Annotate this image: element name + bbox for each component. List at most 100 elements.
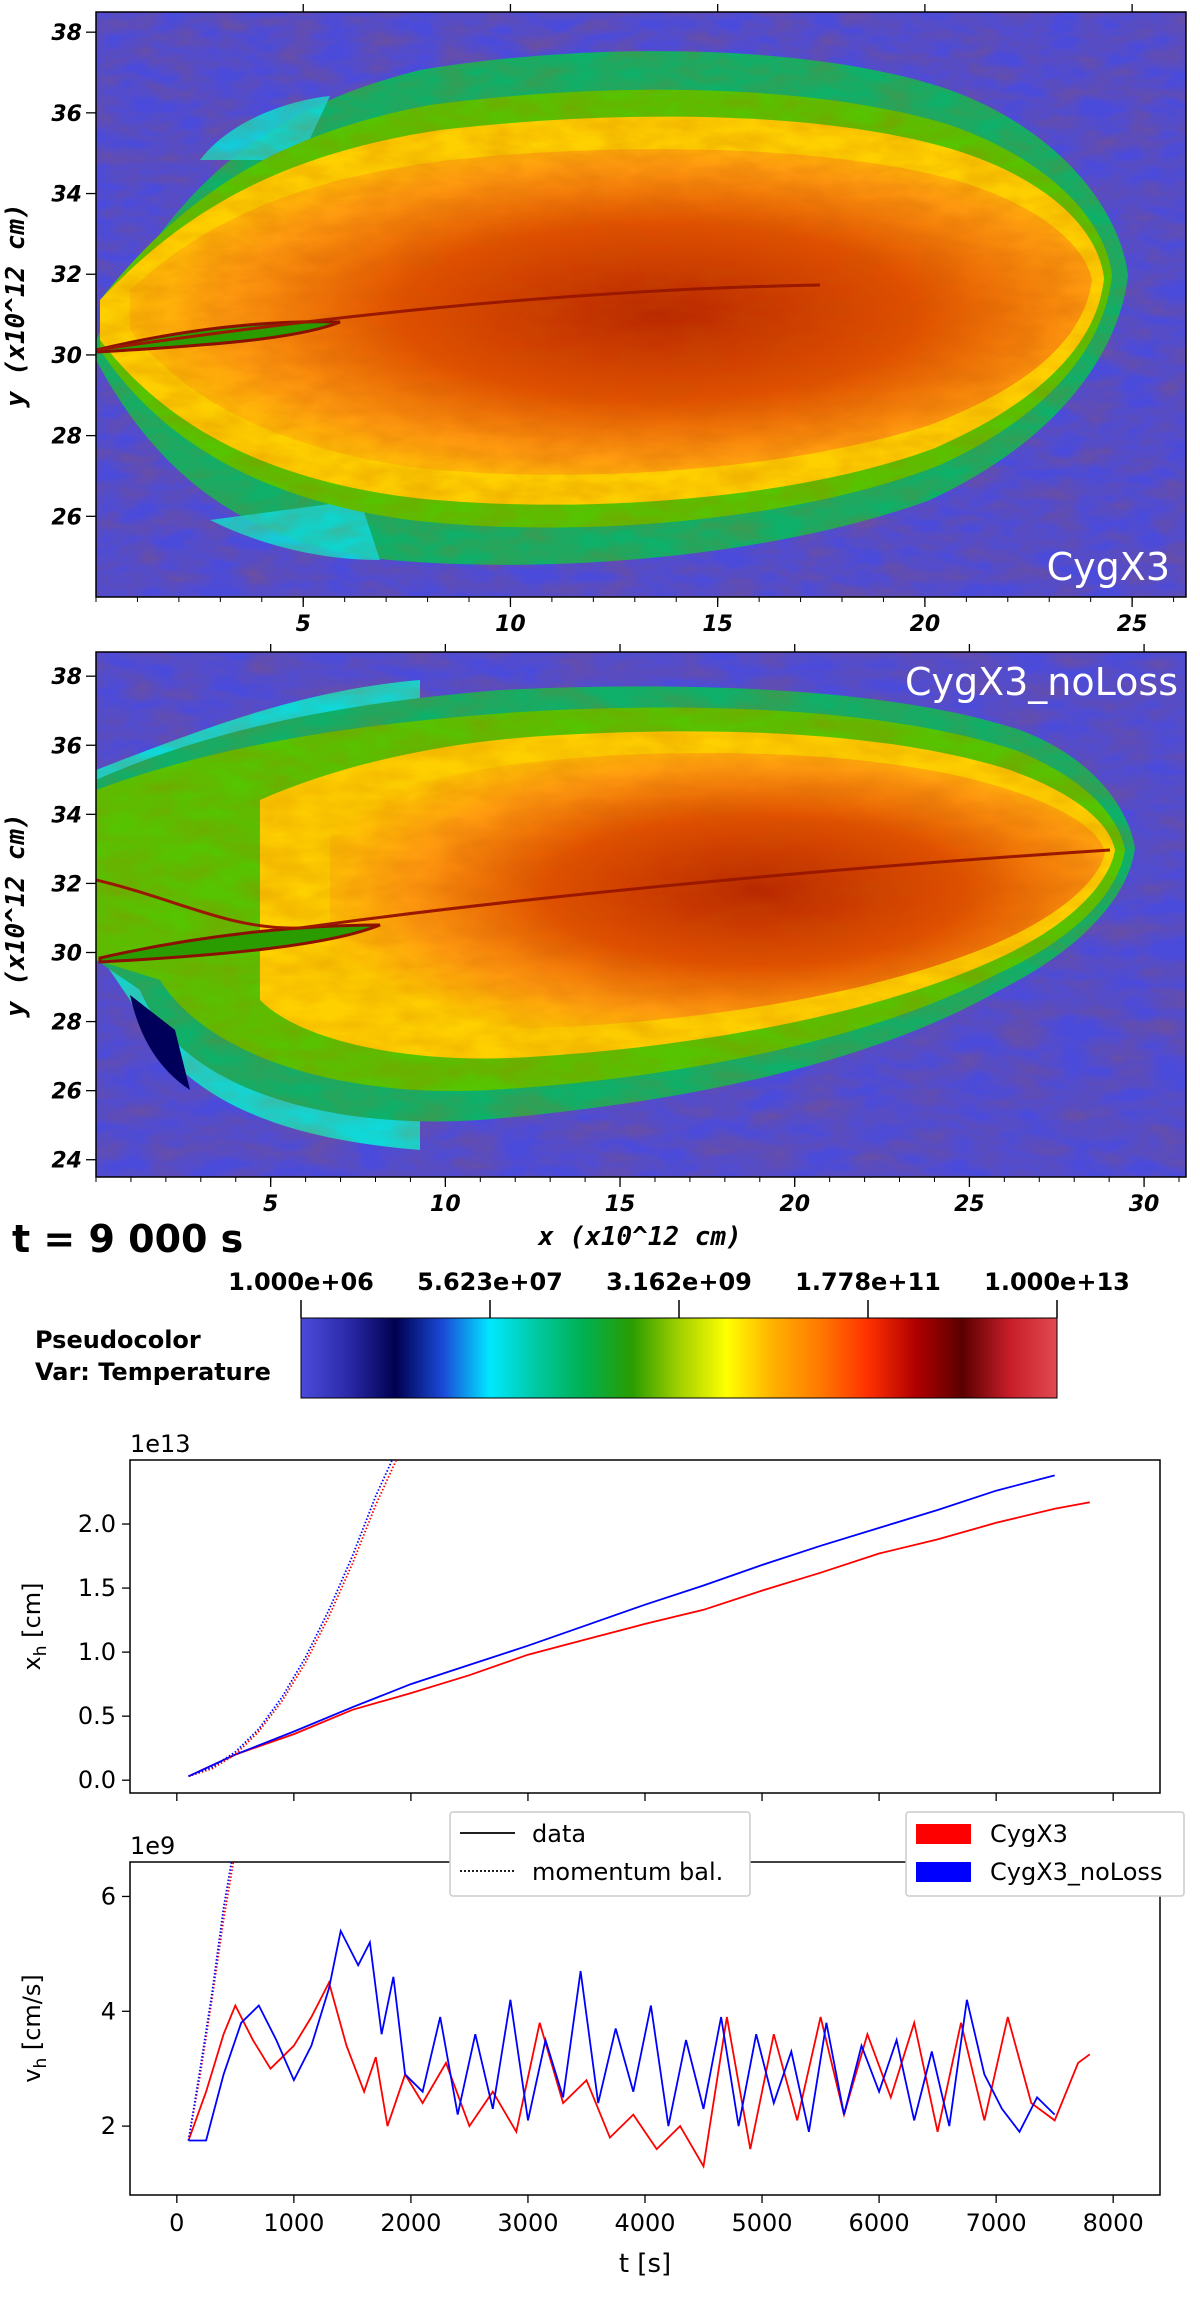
legend-noloss-label: CygX3_noLoss — [990, 1858, 1162, 1886]
y-tick-label: 6 — [101, 1882, 116, 1910]
cygx3-data-line — [187, 1980, 1091, 2169]
y-tick-label: 34 — [51, 803, 82, 828]
x-tick-label: 5 — [263, 1192, 278, 1217]
xh-chart: 1e13 0.0 0.5 1.0 1.5 2.0 xh [cm] — [18, 1430, 1161, 1801]
y-tick-label: 2.0 — [78, 1510, 116, 1538]
panel-2-label: CygX3_noLoss — [905, 660, 1178, 704]
colorbar-tick-label: 1.000e+06 — [228, 1268, 374, 1296]
y-tick-label: 28 — [51, 425, 82, 450]
y-tick-label: 38 — [51, 665, 82, 690]
colorbar-tick-label: 1.778e+11 — [795, 1268, 941, 1296]
x-tick-label: 2000 — [380, 2209, 441, 2237]
panel-1-label: CygX3 — [1047, 545, 1170, 589]
legend-styles: data momentum bal. — [449, 1811, 751, 1897]
x-tick-label: 4000 — [614, 2209, 675, 2237]
y-tick-label: 34 — [51, 183, 82, 208]
panel-1-frame — [95, 11, 1187, 598]
panel-cygx3: CygX3 y (x10^12 cm) 26 28 30 32 34 36 38 5 10 15… — [1, 4, 1187, 637]
colorbar: Pseudocolor Var: Temperature 1.000e+06 5.… — [35, 1268, 1130, 1399]
cygx3-noloss-data-line — [188, 1928, 1056, 2142]
y-tick-label: 26 — [51, 1080, 82, 1105]
x-tick-label: 20 — [910, 612, 941, 637]
panel-1-turbulence — [96, 12, 1186, 597]
time-label: t = 9 000 s — [12, 1217, 243, 1261]
y-tick-label: 0.0 — [78, 1766, 116, 1794]
colorbar-tick-label: 1.000e+13 — [984, 1268, 1130, 1296]
xh-chart-marks — [188, 1460, 1090, 1778]
vh-chart: 1e9 0 1000 2000 3000 4000 5000 6000 7000 8000 2 4 6… — [18, 1811, 1185, 2279]
y-tick-label: 1.5 — [78, 1574, 116, 1602]
y-tick-label: 30 — [51, 344, 82, 369]
x-tick-label: 7000 — [966, 2209, 1027, 2237]
panel-2-turbulence — [96, 652, 1186, 1177]
panel-1-ylabel: y (x10^12 cm) — [1, 203, 31, 409]
xh-chart-frame — [129, 1459, 1161, 1794]
x-tick-label: 10 — [495, 612, 526, 637]
legend-momentum-label: momentum bal. — [532, 1858, 723, 1886]
y-tick-label: 36 — [51, 102, 82, 127]
y-tick-label: 1.0 — [78, 1638, 116, 1666]
y-tick-label: 0.5 — [78, 1702, 116, 1730]
legend-noloss-swatch — [916, 1862, 971, 1882]
y-axis-label: vh [cm/s] — [18, 1974, 51, 2083]
panel-1-jet — [96, 320, 341, 354]
y-tick-label: 24 — [51, 1149, 82, 1174]
vh-xlabel: t [s] — [619, 2249, 671, 2279]
panel-2-jet-line — [96, 848, 1111, 930]
xh-offset-text: 1e13 — [130, 1430, 191, 1458]
x-tick-label: 3000 — [497, 2209, 558, 2237]
legend-cygx3-swatch — [916, 1824, 971, 1844]
y-tick-label: 36 — [51, 734, 82, 759]
colorbar-ticks: 1.000e+06 5.623e+07 3.162e+09 1.778e+11 1.00… — [228, 1268, 1130, 1318]
x-tick-label: 8000 — [1083, 2209, 1144, 2237]
colorbar-tick-label: 5.623e+07 — [417, 1268, 563, 1296]
legend-runs: CygX3 CygX3_noLoss — [905, 1811, 1185, 1897]
cygx3-noloss-momentum-bal--line — [188, 1460, 394, 1778]
colorbar-tick-label: 3.162e+09 — [606, 1268, 752, 1296]
panel-2-frame — [95, 651, 1187, 1178]
xh-chart-axes: 0.0 0.5 1.0 1.5 2.0 xh [cm] — [18, 1510, 1114, 1801]
y-tick-label: 38 — [51, 21, 82, 46]
panel-1-xticks: 5 10 15 20 25 — [95, 4, 1175, 637]
panel-cygx3-noloss: CygX3_noLoss y (x10^12 cm) x (x10^12 cm)… — [1, 644, 1187, 1252]
cygx3-data-line — [188, 1501, 1090, 1778]
y-tick-label: 2 — [101, 2112, 116, 2140]
panel-2-yticks: 24 26 28 30 32 34 36 38 — [51, 665, 96, 1174]
x-tick-label: 10 — [430, 1192, 461, 1217]
panel-2-jet — [98, 923, 381, 964]
panel-2-xticks: 5 10 15 20 25 30 — [95, 644, 1180, 1217]
colorbar-gradient — [301, 1318, 1057, 1398]
y-tick-label: 28 — [51, 1011, 82, 1036]
cygx3-noloss-data-line — [188, 1474, 1055, 1778]
cygx3-momentum-bal--line — [188, 1460, 398, 1778]
x-tick-label: 0 — [169, 2209, 184, 2237]
y-tick-label: 26 — [51, 505, 82, 530]
x-tick-label: 30 — [1129, 1192, 1160, 1217]
cygx3-noloss-momentum-bal--line — [187, 1862, 233, 2141]
vh-chart-axes: 0 1000 2000 3000 4000 5000 6000 7000 8000 2 4 6 vh [… — [18, 1882, 1144, 2237]
x-tick-label: 15 — [605, 1192, 636, 1217]
panel-2-dark-edge — [130, 995, 190, 1090]
x-tick-label: 5000 — [732, 2209, 793, 2237]
legend-cygx3-label: CygX3 — [990, 1820, 1068, 1848]
x-tick-label: 15 — [702, 612, 733, 637]
panel-1-yticks: 26 28 30 32 34 36 38 — [51, 21, 96, 530]
x-tick-label: 25 — [1117, 612, 1148, 637]
y-axis-label: xh [cm] — [18, 1583, 51, 1671]
panel-2-xlabel: x (x10^12 cm) — [537, 1222, 742, 1252]
x-tick-label: 20 — [779, 1192, 810, 1217]
x-tick-label: 5 — [296, 612, 311, 637]
colorbar-title-1: Pseudocolor — [35, 1326, 201, 1354]
legend-data-label: data — [532, 1820, 586, 1848]
x-tick-label: 1000 — [263, 2209, 324, 2237]
panel-2-ylabel: y (x10^12 cm) — [1, 813, 31, 1019]
x-tick-label: 6000 — [849, 2209, 910, 2237]
y-tick-label: 32 — [51, 872, 82, 897]
vh-offset-text: 1e9 — [130, 1832, 175, 1860]
cygx3-momentum-bal--line — [187, 1862, 235, 2141]
colorbar-title-2: Var: Temperature — [35, 1358, 271, 1386]
vh-chart-marks — [187, 1862, 1091, 2169]
panel-1-jet-line — [96, 283, 821, 352]
y-tick-label: 32 — [51, 263, 82, 288]
